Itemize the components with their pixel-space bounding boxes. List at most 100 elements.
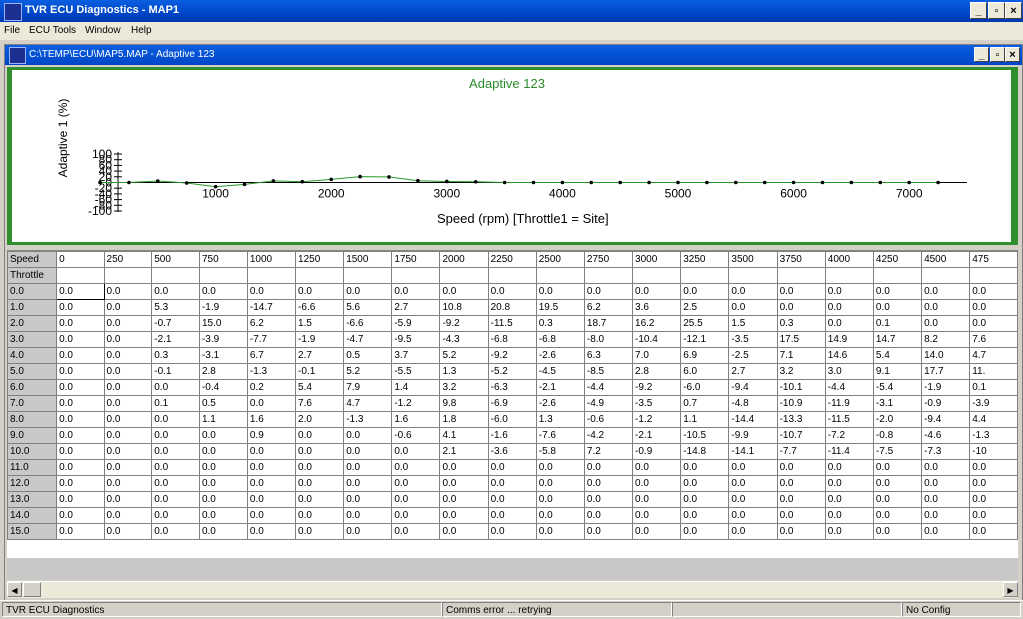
menu-file[interactable]: File (4, 25, 21, 36)
map-cell[interactable]: 19.5 (535, 299, 585, 316)
map-cell[interactable]: 3.2 (776, 363, 826, 380)
map-cell[interactable]: -10 (969, 443, 1018, 460)
map-cell[interactable]: -9.2 (487, 347, 537, 364)
map-cell[interactable]: 0.0 (680, 283, 730, 300)
map-cell[interactable]: 0.0 (295, 523, 345, 540)
scroll-thumb[interactable] (23, 582, 41, 597)
map-cell[interactable]: 5.2 (343, 363, 393, 380)
map-cell[interactable]: 0.0 (824, 523, 874, 540)
map-cell[interactable]: 0.0 (872, 459, 923, 476)
map-cell[interactable]: 0.0 (391, 459, 441, 476)
scroll-left-arrow-icon[interactable]: ◀ (7, 582, 22, 597)
map-cell[interactable]: -0.9 (632, 443, 682, 460)
map-cell[interactable]: 0.0 (487, 283, 537, 300)
map-cell[interactable]: 0.0 (969, 283, 1018, 300)
map-cell[interactable]: 0.0 (295, 427, 345, 444)
map-cell[interactable]: 1.1 (198, 411, 248, 428)
map-cell[interactable]: -14.7 (246, 299, 297, 316)
map-cell[interactable]: 2.8 (632, 363, 682, 380)
map-cell[interactable]: 17.5 (776, 331, 826, 348)
map-cell[interactable]: 0.0 (56, 475, 105, 492)
map-cell[interactable]: 0.0 (728, 475, 778, 492)
map-cell[interactable]: -5.8 (535, 443, 585, 460)
map-cell[interactable]: -0.4 (198, 379, 248, 396)
map-cell[interactable]: -9.2 (632, 379, 682, 396)
map-cell[interactable]: 1.6 (391, 411, 441, 428)
map-cell[interactable]: -0.1 (151, 363, 200, 380)
map-cell[interactable]: 0.0 (824, 475, 874, 492)
map-cell[interactable]: -10.7 (776, 427, 826, 444)
map-cell[interactable]: -10.4 (632, 331, 682, 348)
map-cell[interactable]: 6.9 (680, 347, 730, 364)
map-cell[interactable]: 8.2 (921, 331, 971, 348)
map-cell[interactable]: 0.0 (487, 459, 537, 476)
map-cell[interactable]: 0.0 (246, 443, 297, 460)
map-cell[interactable]: 0.0 (151, 459, 200, 476)
map-cell[interactable]: 0.0 (103, 363, 153, 380)
map-cell[interactable]: 0.0 (295, 475, 345, 492)
map-cell[interactable]: 0.0 (776, 283, 826, 300)
map-cell[interactable]: 0.0 (198, 459, 248, 476)
map-cell[interactable]: 0.0 (295, 507, 345, 524)
map-cell[interactable]: -2.0 (872, 411, 923, 428)
map-cell[interactable]: 0.0 (56, 363, 105, 380)
menu-ecu-tools[interactable]: ECU Tools (29, 25, 77, 36)
map-cell[interactable]: -6.6 (343, 315, 393, 332)
map-cell[interactable]: 0.0 (969, 491, 1018, 508)
map-cell[interactable]: 6.0 (680, 363, 730, 380)
map-cell[interactable]: 5.2 (439, 347, 489, 364)
map-cell[interactable]: -0.6 (391, 427, 441, 444)
map-cell[interactable]: 0.0 (343, 443, 393, 460)
map-cell[interactable]: 18.7 (583, 315, 634, 332)
map-cell[interactable]: -5.5 (391, 363, 441, 380)
map-cell[interactable]: 2.7 (295, 347, 345, 364)
menu-help[interactable]: Help (131, 25, 152, 36)
map-cell[interactable]: 0.0 (343, 523, 393, 540)
map-cell[interactable]: 0.0 (921, 283, 971, 300)
map-cell[interactable]: -1.3 (969, 427, 1018, 444)
map-cell[interactable]: 0.0 (56, 331, 105, 348)
map-cell[interactable]: 0.0 (246, 459, 297, 476)
map-cell[interactable]: -5.9 (391, 315, 441, 332)
map-cell[interactable]: 0.0 (56, 283, 105, 300)
map-cell[interactable]: -1.3 (246, 363, 297, 380)
map-cell[interactable]: 1.5 (728, 315, 778, 332)
map-cell[interactable]: -0.7 (151, 315, 200, 332)
map-cell[interactable]: 5.3 (151, 299, 200, 316)
map-cell[interactable]: 0.0 (56, 491, 105, 508)
map-cell[interactable]: -11.9 (824, 395, 874, 412)
map-cell[interactable]: 0.0 (680, 459, 730, 476)
map-cell[interactable]: 0.0 (198, 283, 248, 300)
map-cell[interactable]: 0.2 (246, 379, 297, 396)
map-cell[interactable]: 0.0 (776, 299, 826, 316)
map-cell[interactable]: -2.1 (632, 427, 682, 444)
scroll-right-arrow-icon[interactable]: ▶ (1003, 582, 1018, 597)
map-cell[interactable]: 2.5 (680, 299, 730, 316)
map-cell[interactable]: 0.0 (535, 507, 585, 524)
map-cell[interactable]: 0.0 (776, 475, 826, 492)
map-cell[interactable]: 0.0 (198, 507, 248, 524)
map-cell[interactable]: -1.6 (487, 427, 537, 444)
map-cell[interactable]: 15.0 (198, 315, 248, 332)
map-cell[interactable]: -10.1 (776, 379, 826, 396)
map-cell[interactable]: 10.8 (439, 299, 489, 316)
map-cell[interactable]: 0.0 (103, 523, 153, 540)
map-cell[interactable]: 2.1 (439, 443, 489, 460)
map-cell[interactable]: 0.0 (632, 459, 682, 476)
map-cell[interactable]: 0.0 (535, 475, 585, 492)
map-cell[interactable]: -5.2 (487, 363, 537, 380)
map-cell[interactable]: -7.5 (872, 443, 923, 460)
map-cell[interactable]: -11.5 (487, 315, 537, 332)
map-cell[interactable]: -11.4 (824, 443, 874, 460)
map-cell[interactable]: 0.0 (487, 491, 537, 508)
map-cell[interactable]: 0.0 (583, 523, 634, 540)
map-cell[interactable]: 0.0 (632, 507, 682, 524)
map-cell[interactable]: 2.0 (295, 411, 345, 428)
map-cell[interactable]: 0.0 (583, 507, 634, 524)
map-cell[interactable]: 0.0 (295, 283, 345, 300)
map-cell[interactable]: -7.7 (246, 331, 297, 348)
map-cell[interactable]: -4.9 (583, 395, 634, 412)
map-cell[interactable]: -6.6 (295, 299, 345, 316)
map-cell[interactable]: 14.9 (824, 331, 874, 348)
map-cell[interactable]: 5.6 (343, 299, 393, 316)
